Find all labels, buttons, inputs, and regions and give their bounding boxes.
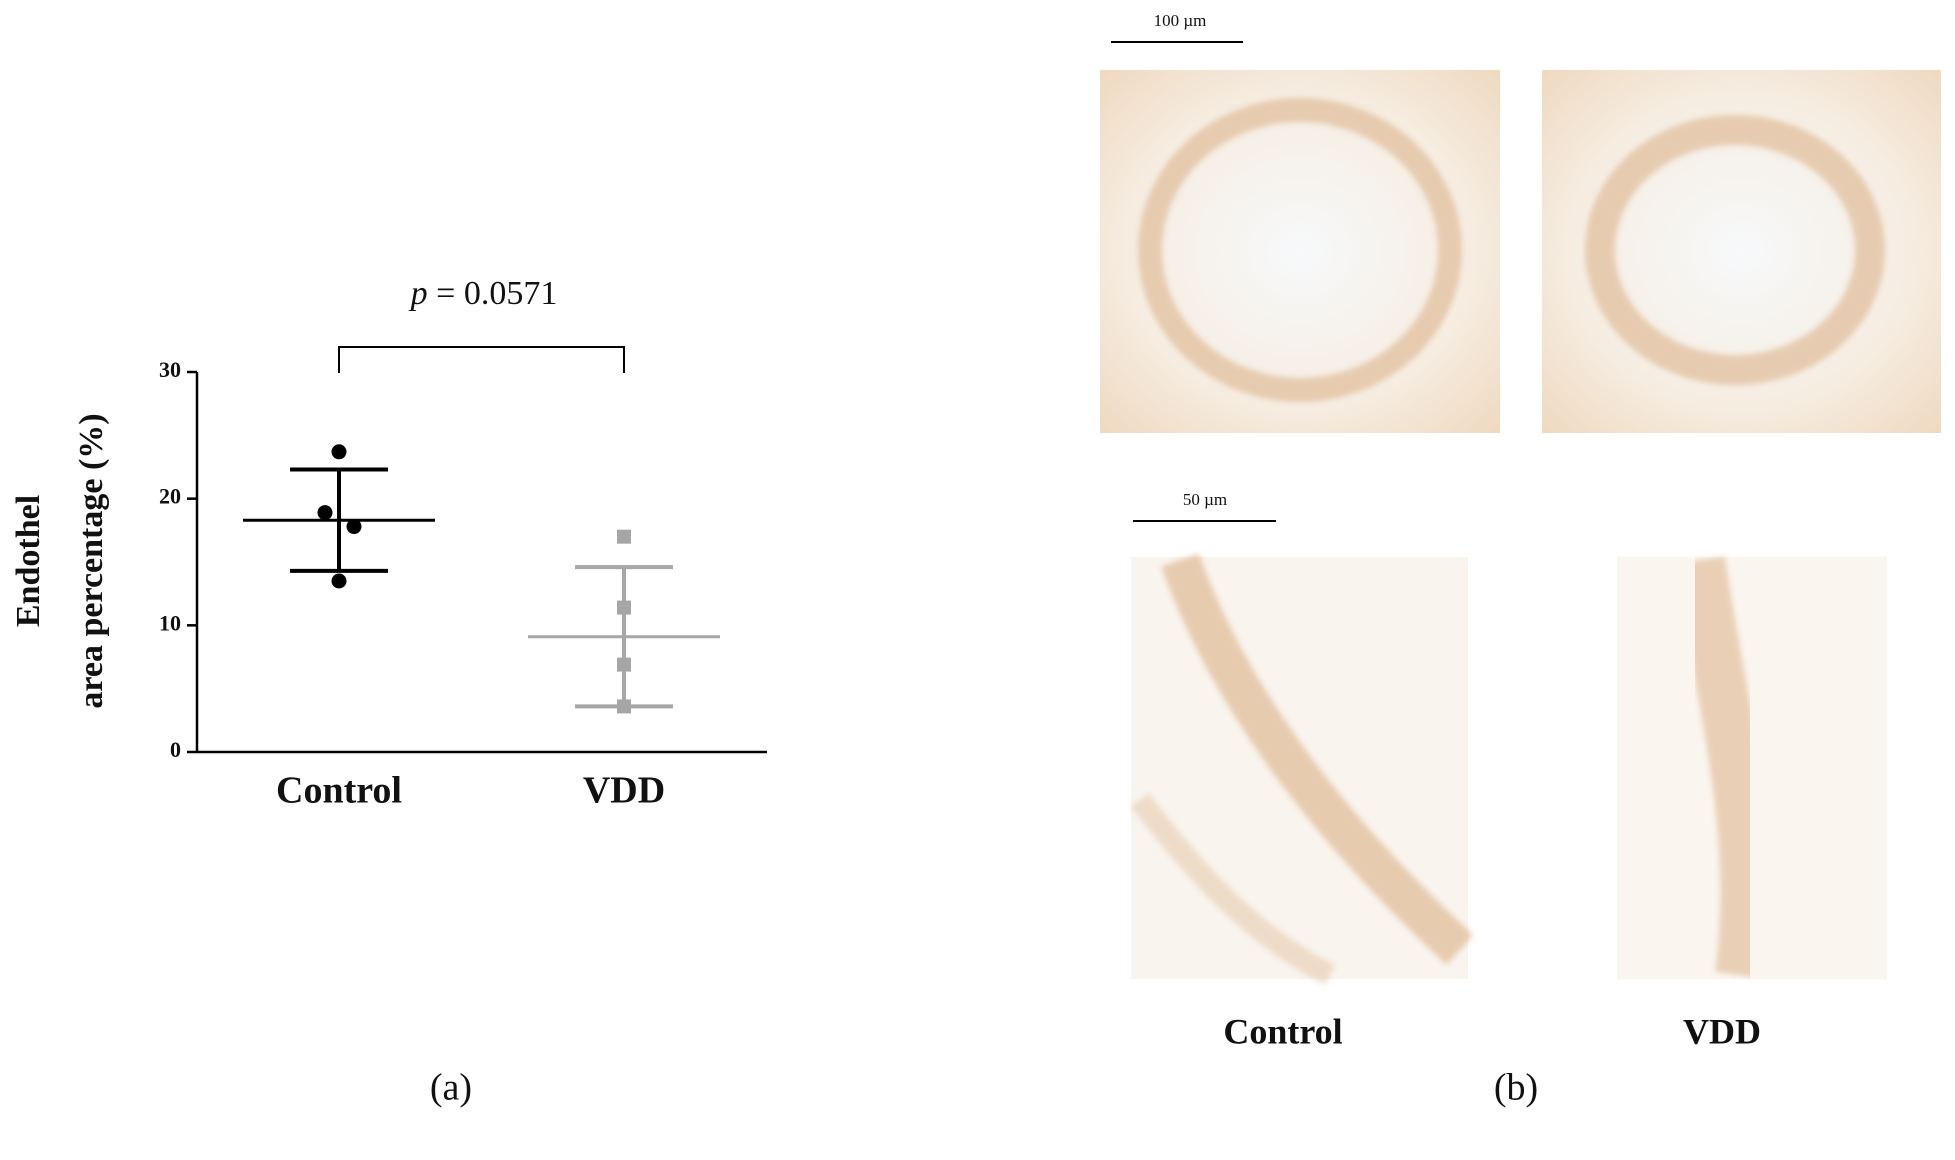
vessel-wall (1131, 793, 1335, 985)
data-point (617, 529, 631, 544)
scale-bar-label: 100 µm (1154, 11, 1207, 30)
data-point (317, 505, 333, 521)
p-value: p = 0.0571 (409, 275, 558, 312)
column-label: VDD (1683, 1011, 1761, 1051)
micrographs (1100, 70, 1941, 985)
vessel-wall (1138, 98, 1462, 402)
data-point (617, 600, 631, 615)
x-tick-label: Control (276, 770, 402, 812)
vessel-wall (1161, 553, 1474, 965)
y-tick-label: 30 (159, 357, 181, 382)
vessel-wall (1675, 556, 1771, 979)
p-italic: p (409, 275, 428, 312)
data-point (617, 657, 631, 672)
column-label: Control (1223, 1011, 1342, 1051)
data-point (331, 444, 347, 460)
x-tick-label: VDD (583, 770, 665, 812)
y-tick-label: 0 (170, 737, 181, 762)
y-axis-label: Endothel (10, 495, 47, 627)
y-tick-label: 20 (159, 484, 181, 509)
y-axis-label: area percentage (%) (73, 413, 110, 708)
scale-bar-label: 50 µm (1183, 490, 1227, 509)
significance-bracket (338, 346, 625, 373)
data-point (346, 519, 362, 535)
vessel-wall (1585, 115, 1885, 385)
data-point (617, 699, 631, 714)
p-text: = 0.0571 (436, 275, 557, 312)
panel-label: (b) (1494, 1067, 1538, 1109)
panel-label: (a) (430, 1067, 472, 1109)
micrograph (1100, 70, 1500, 433)
y-tick-label: 10 (159, 610, 181, 635)
data-point (331, 573, 347, 589)
